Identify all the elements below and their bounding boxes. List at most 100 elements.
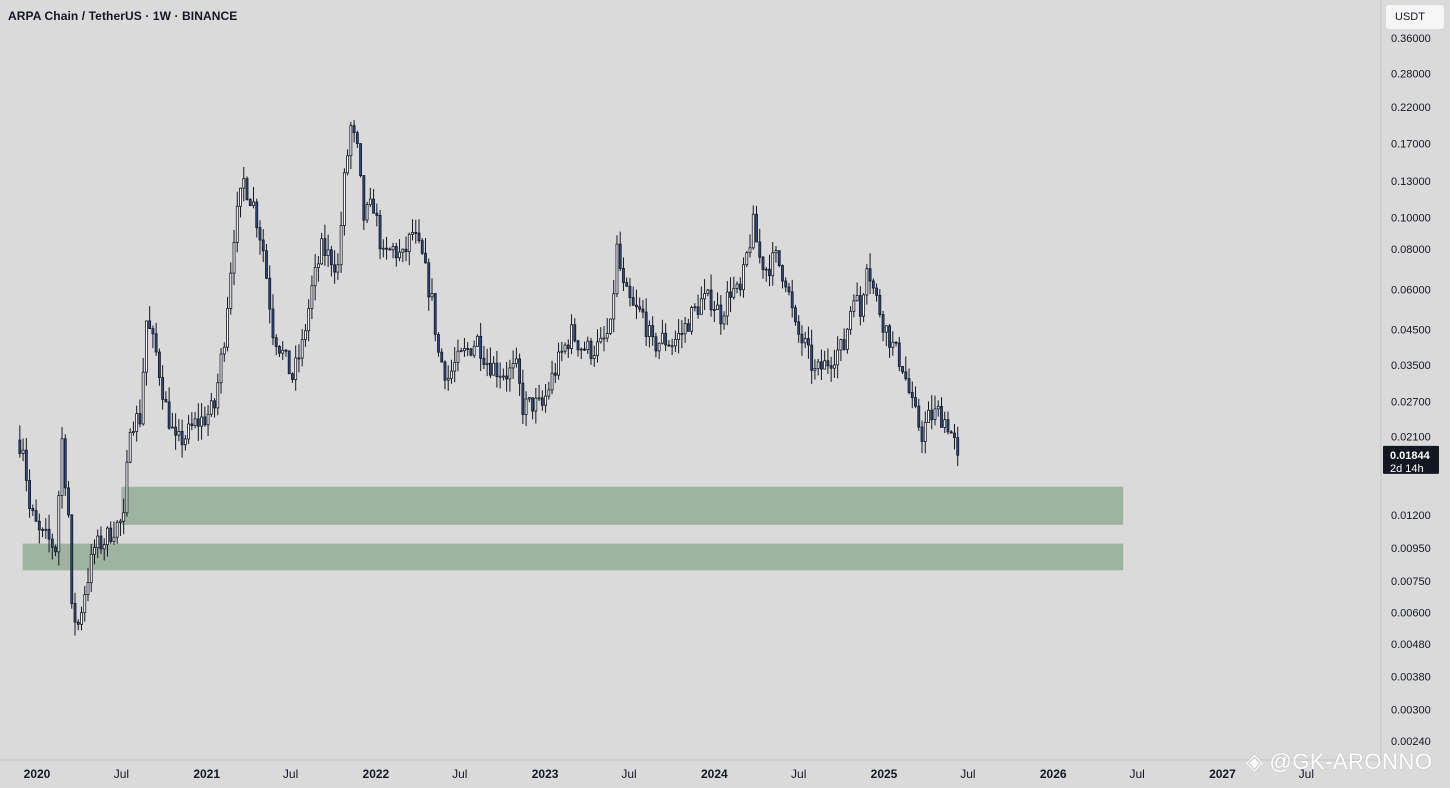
candle-body xyxy=(388,248,392,251)
candle-body xyxy=(755,213,758,243)
candle-body xyxy=(511,363,515,369)
candle-body xyxy=(690,307,694,332)
candle-body xyxy=(706,289,710,295)
candle-body xyxy=(157,351,161,378)
candle-body xyxy=(820,361,823,370)
candle-body xyxy=(540,397,544,406)
candle-body xyxy=(641,308,645,313)
candle-body xyxy=(826,360,830,367)
candle-body xyxy=(729,291,732,298)
candle-body xyxy=(635,304,638,308)
candle-body xyxy=(845,328,849,350)
candle-body xyxy=(112,536,116,543)
candle-body xyxy=(719,304,723,325)
time-tick-label: Jul xyxy=(283,767,298,781)
candle-body xyxy=(868,268,872,282)
candle-body xyxy=(485,362,489,365)
candle-body xyxy=(346,155,350,174)
candle-body xyxy=(871,280,875,289)
candle-body xyxy=(375,212,379,216)
candle-body xyxy=(31,508,35,512)
candle-body xyxy=(693,306,697,309)
candle-body xyxy=(518,358,522,384)
chart-title: ARPA Chain / TetherUS · 1W · BINANCE xyxy=(8,9,238,23)
candle-body xyxy=(472,345,476,356)
candle-body xyxy=(213,400,216,409)
candle-body xyxy=(365,204,369,221)
candle-body xyxy=(193,418,197,426)
candle-body xyxy=(810,344,814,371)
candle-body xyxy=(722,315,726,325)
time-tick-label: Jul xyxy=(621,767,636,781)
candle-body xyxy=(751,213,755,249)
candle-body xyxy=(128,431,132,463)
candle-body xyxy=(362,175,366,221)
candle-body xyxy=(145,320,148,373)
price-tick-label: 0.00950 xyxy=(1391,543,1431,555)
candle-body xyxy=(784,280,788,288)
candle-body xyxy=(829,365,833,369)
candle-body xyxy=(596,341,599,356)
candle-body xyxy=(437,334,440,353)
candle-body xyxy=(920,426,924,442)
candle-body xyxy=(622,268,625,283)
candle-body xyxy=(936,405,940,410)
support-zones xyxy=(22,486,1124,571)
candle-body xyxy=(777,250,781,266)
candle-body xyxy=(313,267,317,287)
candle-body xyxy=(450,370,453,379)
candle-body xyxy=(696,306,700,315)
candle-body xyxy=(943,419,947,428)
candle-body xyxy=(881,314,885,333)
time-tick-label: 2021 xyxy=(193,767,220,781)
candle-body xyxy=(261,239,265,252)
candle-body xyxy=(67,487,70,516)
candle-body xyxy=(206,413,210,426)
candle-body xyxy=(177,430,181,436)
candle-body xyxy=(385,247,388,250)
candle-body xyxy=(699,298,703,315)
candle-body xyxy=(28,479,31,509)
candle-body xyxy=(329,249,333,266)
candle-body xyxy=(57,495,61,553)
candle-body xyxy=(508,367,512,380)
candle-body xyxy=(612,293,616,320)
candle-body xyxy=(446,377,450,381)
candle-body xyxy=(291,373,294,380)
candle-body xyxy=(855,295,859,302)
candle-body xyxy=(258,227,262,241)
candle-body xyxy=(576,340,580,351)
watermark-text: @GK-ARONNO xyxy=(1269,749,1433,774)
candle-body xyxy=(420,240,424,254)
time-tick-label: Jul xyxy=(1299,767,1314,781)
candle-body xyxy=(76,621,80,625)
candle-body xyxy=(875,287,878,296)
candle-body xyxy=(521,382,525,415)
candle-body xyxy=(787,286,791,293)
price-tick-label: 0.00480 xyxy=(1391,639,1431,651)
candle-body xyxy=(433,293,437,335)
candle-body xyxy=(781,265,784,282)
candle-body xyxy=(732,287,736,298)
candle-body xyxy=(336,264,340,273)
candle-body xyxy=(680,333,684,335)
candle-body xyxy=(99,535,103,550)
candle-body xyxy=(904,371,908,380)
candle-body xyxy=(200,416,203,427)
candle-body xyxy=(602,337,606,340)
time-tick-label: 2020 xyxy=(24,767,51,781)
candle-body xyxy=(141,371,145,425)
candle-body xyxy=(326,249,330,257)
candle-body xyxy=(287,350,291,375)
price-axis: 0.36000 0.28000 0.22000 0.17000 0.13000 0.100… xyxy=(1391,33,1431,748)
currency-unit-button[interactable]: USDT xyxy=(1386,5,1444,29)
candle-body xyxy=(654,336,658,352)
candle-body xyxy=(252,201,255,207)
candle-body xyxy=(514,358,518,364)
candle-body xyxy=(167,401,171,429)
candle-body xyxy=(524,398,528,415)
candle-body xyxy=(359,143,362,177)
last-price-value: 0.01844 xyxy=(1390,450,1431,462)
